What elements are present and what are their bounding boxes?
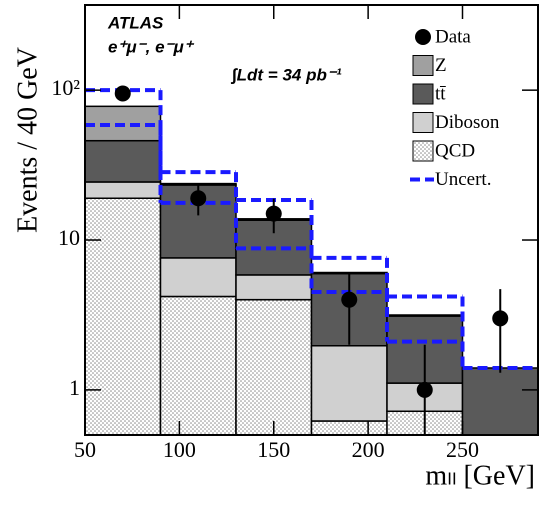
x-axis-label: mₗₗ [GeV] (425, 460, 535, 491)
bar-segment (310, 420, 388, 436)
legend-swatch (412, 112, 434, 133)
data-point (265, 205, 282, 222)
x-tick-label: 200 (352, 437, 385, 462)
x-tick-label: 50 (74, 437, 96, 462)
experiment-label: ATLAS (107, 13, 164, 32)
x-tick-label: 100 (163, 437, 196, 462)
y-tick-label: 1 (69, 375, 80, 400)
x-tick-label: 150 (257, 437, 290, 462)
x-tick-label: 250 (446, 437, 479, 462)
bar-segment (461, 367, 539, 436)
legend-label: Uncert. (435, 169, 491, 190)
bar-segment (235, 298, 313, 436)
bar-segment (159, 295, 237, 436)
legend-swatch (412, 140, 434, 162)
plot-area (84, 85, 539, 436)
channel-label: e⁺μ⁻, e⁻μ⁺ (108, 37, 195, 56)
plot-frame (84, 4, 539, 436)
bar-segment (84, 181, 162, 199)
legend-label: Diboson (435, 112, 500, 133)
y-axis-label: Events / 40 GeV (12, 47, 43, 233)
legend-swatch (412, 83, 434, 105)
data-point (114, 85, 131, 102)
data-point (341, 291, 358, 308)
legend-swatch (412, 55, 434, 76)
legend-label: QCD (435, 140, 475, 161)
y-tick-label: 10 (58, 225, 80, 250)
luminosity-label: ∫Ldt = 34 pb⁻¹ (230, 65, 342, 84)
data-point (492, 310, 509, 327)
bar-segment (386, 314, 464, 317)
legend-marker (415, 29, 431, 45)
bar-segment (159, 257, 237, 298)
data-point (190, 190, 207, 207)
bar-segment (235, 274, 313, 301)
bar-segment (84, 197, 162, 436)
legend-label: Data (435, 26, 471, 47)
legend-label: Z (435, 55, 447, 76)
legend-label: tt̄ (435, 83, 446, 104)
data-point (416, 381, 433, 398)
y-tick-label: 10² (51, 75, 80, 100)
bar-segment (310, 345, 388, 422)
bar-segment (84, 139, 162, 183)
